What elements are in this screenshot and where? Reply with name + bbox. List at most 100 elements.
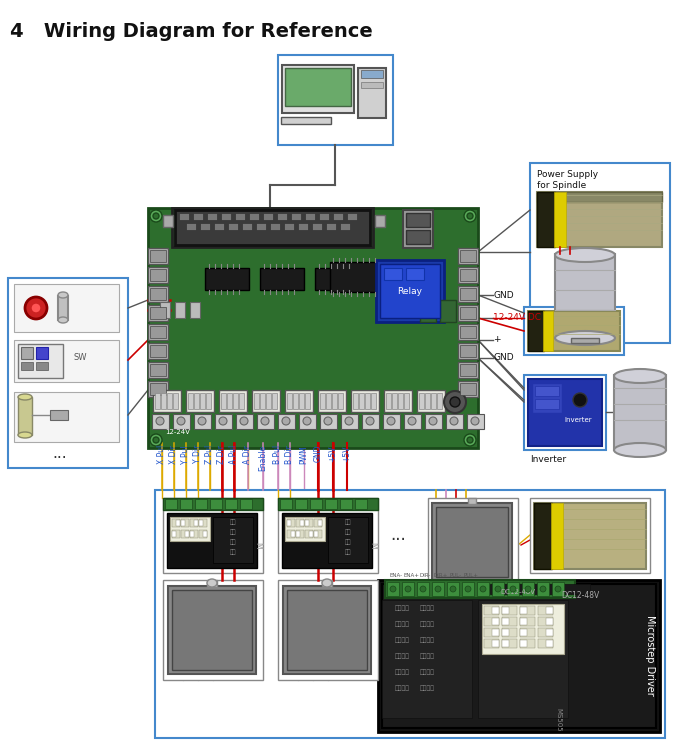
Bar (168, 586, 256, 674)
Text: +5V: +5V (328, 445, 338, 462)
Bar (296, 519, 304, 527)
Bar (272, 393, 277, 409)
Bar (285, 390, 313, 412)
Text: 接线说明: 接线说明 (395, 637, 410, 643)
Text: 接线: 接线 (229, 539, 236, 544)
Bar (148, 324, 168, 340)
Bar (425, 393, 430, 409)
Text: 接线说明: 接线说明 (395, 605, 410, 611)
Text: M: M (368, 541, 377, 548)
Bar (546, 607, 553, 614)
Bar (535, 399, 559, 409)
Bar (314, 530, 322, 538)
Bar (173, 414, 190, 429)
Ellipse shape (322, 579, 332, 587)
Bar (58, 296, 68, 320)
Bar (310, 499, 322, 509)
Bar (181, 520, 185, 526)
Ellipse shape (18, 394, 32, 400)
Bar (502, 640, 509, 647)
Bar (492, 640, 499, 647)
Bar (152, 414, 169, 429)
Bar (278, 580, 378, 680)
Text: 接线说明: 接线说明 (420, 637, 435, 643)
Bar (14, 340, 119, 382)
Bar (193, 213, 203, 220)
Bar (282, 513, 372, 568)
Ellipse shape (408, 417, 416, 425)
Bar (227, 393, 232, 409)
Text: 接线说明: 接线说明 (395, 621, 410, 627)
Bar (467, 414, 484, 429)
Bar (502, 606, 517, 615)
Text: SW: SW (74, 353, 86, 362)
Bar (492, 607, 499, 614)
Bar (150, 307, 166, 319)
Bar (186, 390, 214, 412)
Bar (150, 250, 166, 262)
Ellipse shape (390, 586, 396, 592)
Bar (36, 362, 48, 370)
Bar (215, 414, 232, 429)
Text: Enable: Enable (259, 445, 268, 471)
Bar (484, 617, 499, 626)
Bar (314, 531, 318, 537)
Text: for Spindle: for Spindle (537, 181, 586, 190)
Text: 接线: 接线 (345, 529, 351, 535)
Ellipse shape (405, 586, 411, 592)
Ellipse shape (429, 417, 437, 425)
Bar (458, 381, 478, 397)
Bar (520, 639, 535, 648)
Text: 接线说明: 接线说明 (420, 605, 435, 611)
Ellipse shape (387, 417, 395, 425)
Ellipse shape (25, 297, 47, 319)
Bar (36, 347, 48, 359)
Bar (538, 617, 553, 626)
Bar (382, 584, 656, 728)
Bar (380, 264, 440, 318)
Ellipse shape (177, 417, 185, 425)
Bar (221, 213, 231, 220)
Bar (287, 393, 292, 409)
Bar (242, 223, 252, 230)
Bar (392, 393, 397, 409)
Bar (537, 192, 662, 202)
Bar (195, 499, 207, 509)
Bar (530, 163, 670, 343)
Bar (420, 300, 436, 322)
Bar (458, 267, 478, 283)
Bar (406, 268, 424, 280)
Ellipse shape (366, 417, 374, 425)
Bar (199, 530, 207, 538)
Bar (428, 498, 518, 588)
Ellipse shape (153, 213, 159, 219)
Ellipse shape (207, 579, 217, 587)
Bar (148, 381, 168, 397)
Bar (300, 520, 304, 526)
Bar (175, 302, 185, 318)
Bar (14, 392, 119, 442)
Bar (305, 213, 315, 220)
Bar (233, 393, 238, 409)
Ellipse shape (467, 437, 473, 443)
Bar (460, 364, 476, 376)
Text: GND: GND (493, 290, 513, 299)
Text: Z Pul: Z Pul (206, 445, 215, 464)
Ellipse shape (464, 210, 476, 222)
Bar (326, 393, 331, 409)
Text: 接线: 接线 (345, 519, 351, 525)
Bar (260, 268, 304, 290)
Bar (312, 223, 322, 230)
Bar (293, 393, 298, 409)
Bar (571, 338, 599, 343)
Bar (326, 223, 336, 230)
Bar (163, 580, 263, 680)
Ellipse shape (450, 586, 456, 592)
Bar (524, 307, 624, 355)
Bar (543, 311, 553, 351)
Bar (188, 393, 193, 409)
Ellipse shape (345, 417, 353, 425)
Text: 12-24V DC: 12-24V DC (493, 314, 541, 323)
Bar (383, 414, 400, 429)
Bar (320, 414, 337, 429)
